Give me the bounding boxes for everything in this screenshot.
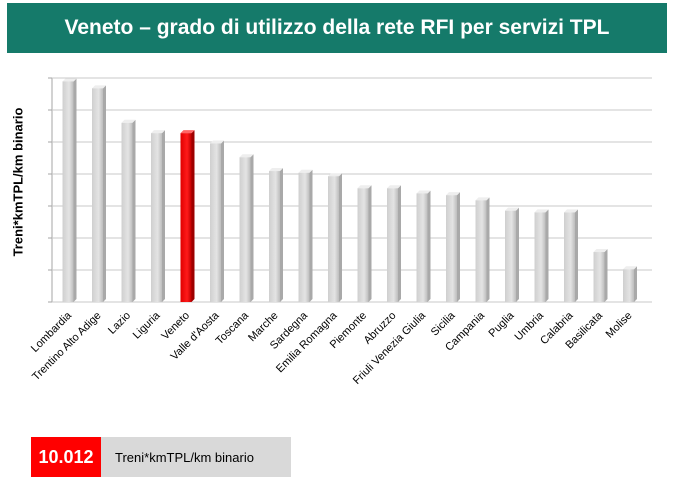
bar-valle-d-aosta [210,143,221,302]
bar-side [221,140,224,302]
bar-liguria [151,133,162,302]
bar-side [280,168,283,302]
bar-top [151,130,165,134]
summary-value: 10.012 [31,437,101,477]
plot-axis [51,78,652,303]
bar-marche [269,171,280,302]
bar-campania [475,200,487,302]
bar-side [132,119,136,302]
bar-top [269,168,283,172]
bar-calabria [564,212,575,302]
bar-top [387,185,401,189]
bar-top [593,249,608,253]
bar-side [604,249,608,302]
bar-friuli-venezia-giulia [416,193,428,302]
bar-side [309,169,313,302]
bar-side [457,192,460,302]
bar-top [239,154,254,158]
bar-top [534,209,549,213]
bar-abruzzo [387,188,398,302]
bar-top [92,85,106,89]
bar-top [298,169,313,173]
bar-top [210,140,224,144]
bar-top [121,119,136,123]
bar-side [191,130,195,302]
bar-piemonte [357,188,369,302]
summary-box: 10.012 Treni*kmTPL/km binario [31,437,291,477]
x-tick-label: Liguria [131,309,163,341]
bar-lazio [121,122,133,302]
bar-side [575,209,578,302]
bar-top [475,197,490,201]
bar-side [103,85,106,302]
bar-top [328,173,342,177]
bar-top [505,207,519,211]
bar-lombardia [62,81,74,302]
bar-side [250,154,254,302]
x-tick-label: Lazio [106,310,133,337]
bar-sardegna [298,172,310,302]
bar-basilicata [593,252,605,302]
bar-side [545,209,549,302]
bar-side [486,197,490,302]
bar-side [634,266,637,302]
bar-trentino-alto-adige [92,88,103,302]
bar-top [62,78,77,82]
bar-molise [623,269,634,302]
bar-sicilia [446,195,457,302]
bar-top [180,130,195,134]
bar-top [416,190,431,194]
bar-top [564,209,578,213]
bar-side [368,185,372,302]
bar-side [427,190,431,302]
bar-side [339,173,342,302]
bar-side [162,130,165,302]
summary-unit: Treni*kmTPL/km binario [101,437,291,477]
bar-side [516,207,519,302]
bar-top [623,266,637,270]
bar-top [357,185,372,189]
page-title: Veneto – grado di utilizzo della rete RF… [64,16,610,39]
x-tick-label: Molise [604,310,635,341]
bar-side [398,185,401,302]
bar-side [73,78,77,302]
bar-emilia-romagna [328,176,339,302]
bar-veneto [180,133,192,302]
x-tick-label: Toscana [214,309,252,347]
bar-puglia [505,210,516,302]
bar-umbria [534,212,546,302]
bar-top [446,192,460,196]
bar-toscana [239,157,251,302]
title-banner: Veneto – grado di utilizzo della rete RF… [7,3,667,53]
